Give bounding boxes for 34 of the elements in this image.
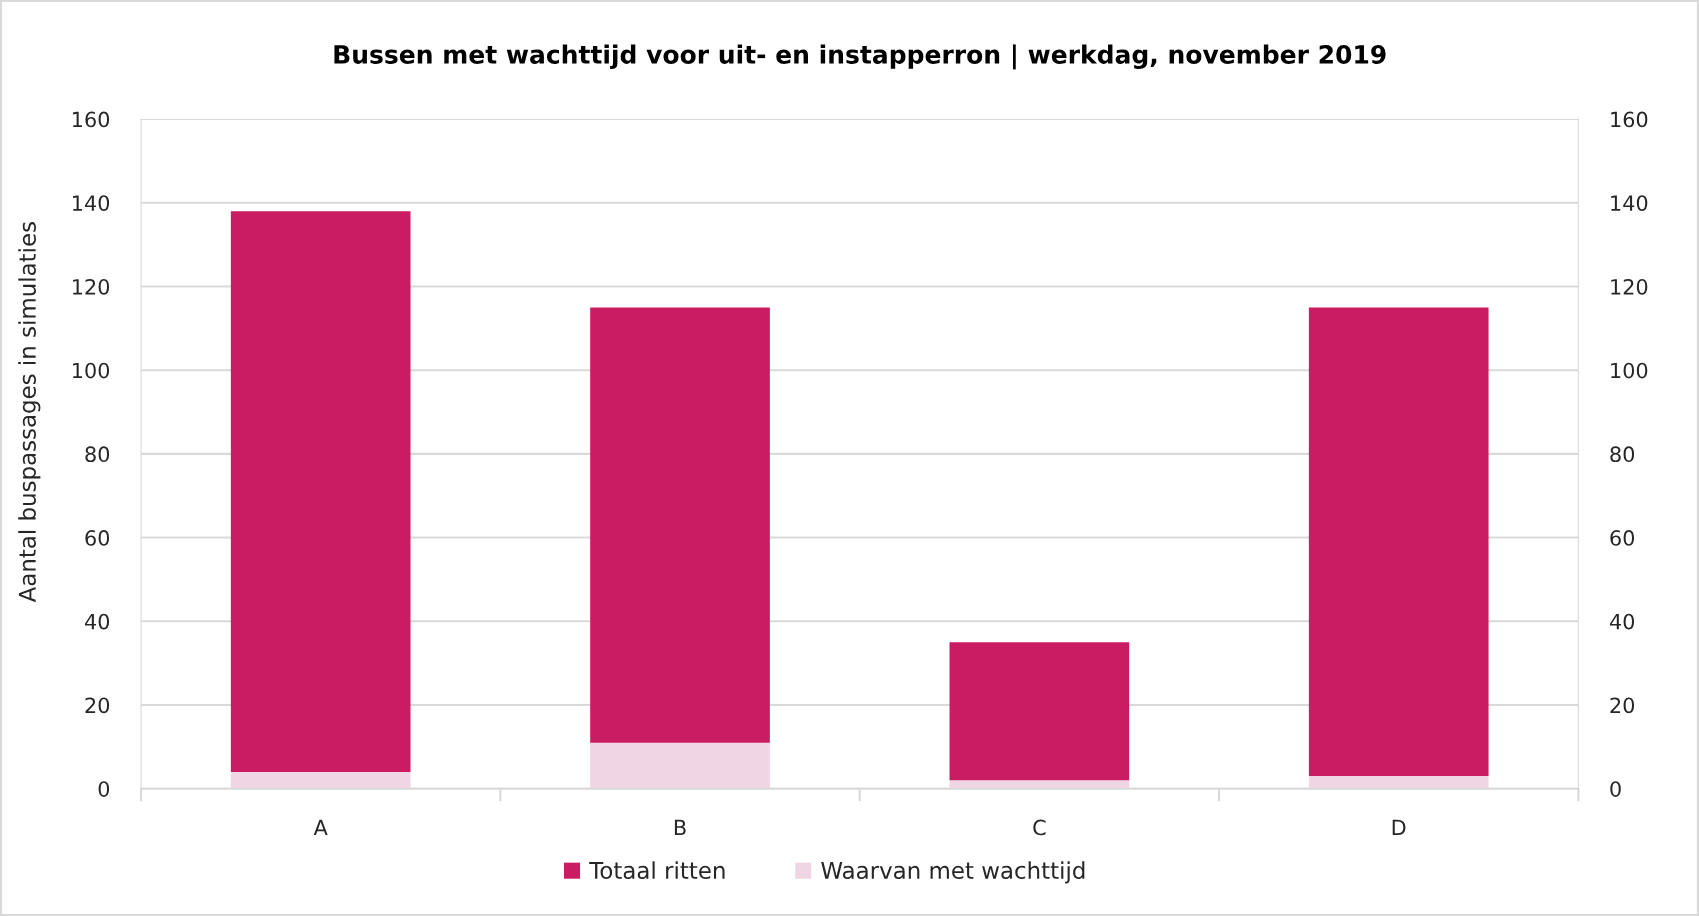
x-tick-label: D [1392,819,1406,836]
chart-title: Bussen met wachttijd voor uit- en instapperron | werkdag, november 2019 [334,44,1386,70]
bar [230,211,411,772]
bar [230,771,411,789]
y-tick-label: 120 [72,278,110,295]
x-tick-label: C [1033,819,1046,836]
y-tick-label: 0 [98,781,110,797]
y-axis-title: Aantal buspassages in simulaties [18,222,41,603]
y2-tick-label: 20 [1610,697,1635,714]
y2-tick-label: 0 [1610,781,1621,797]
bar [590,307,770,743]
y2-tick-label: 60 [1610,530,1635,546]
legend-label: Totaal ritten [589,861,725,880]
y-tick-label: 140 [72,195,110,211]
y2-tick-label: 100 [1611,362,1648,379]
bar [1308,307,1489,777]
bar [590,742,770,789]
x-tick-label: B [674,819,686,836]
y2-tick-label: 40 [1609,613,1635,630]
y-tick-label: 60 [85,530,110,546]
y2-tick-label: 80 [1610,446,1635,463]
y2-tick-label: 140 [1611,195,1648,211]
bar [1308,776,1489,789]
y-tick-label: 80 [85,446,110,463]
y-tick-label: 20 [85,697,110,714]
y2-tick-label: 160 [1611,111,1648,128]
legend-label: Waarvan met wachttijd [821,861,1085,884]
bar [949,780,1130,789]
x-tick-label: A [313,819,328,836]
bar [949,642,1130,781]
y2-tick-label: 120 [1611,278,1648,295]
y-tick-label: 40 [84,613,110,630]
y-tick-label: 160 [72,111,110,128]
y-tick-label: 100 [72,362,110,379]
